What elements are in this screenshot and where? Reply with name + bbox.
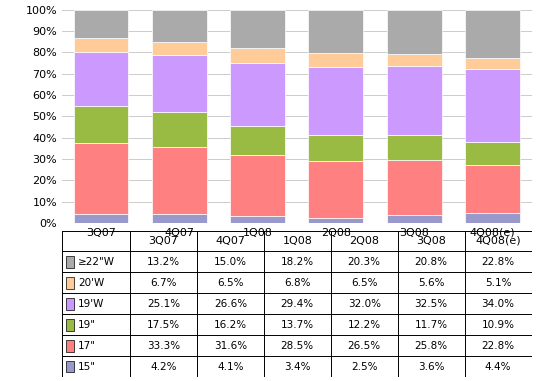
Text: 15": 15" <box>78 362 96 372</box>
Text: 4Q07: 4Q07 <box>215 236 245 246</box>
FancyBboxPatch shape <box>66 277 74 289</box>
Text: 13.7%: 13.7% <box>281 320 314 330</box>
Text: 6.5%: 6.5% <box>351 278 378 288</box>
Bar <box>74 38 129 52</box>
Text: 2.5%: 2.5% <box>351 362 378 372</box>
Text: 22.8%: 22.8% <box>482 341 515 351</box>
Bar <box>465 10 520 58</box>
Text: 32.0%: 32.0% <box>348 299 381 309</box>
Text: ≥22"W: ≥22"W <box>78 257 115 267</box>
Text: 15.0%: 15.0% <box>214 257 247 267</box>
Text: 20.3%: 20.3% <box>348 257 381 267</box>
Text: 19'W: 19'W <box>78 299 104 309</box>
Text: 4.4%: 4.4% <box>485 362 511 372</box>
Text: 4.2%: 4.2% <box>150 362 176 372</box>
Bar <box>230 48 285 63</box>
Text: 6.7%: 6.7% <box>150 278 176 288</box>
Text: 20'W: 20'W <box>78 278 104 288</box>
Bar <box>152 55 207 112</box>
Bar <box>387 66 442 135</box>
Text: 16.2%: 16.2% <box>214 320 247 330</box>
Bar <box>387 10 442 54</box>
Text: 6.5%: 6.5% <box>217 278 244 288</box>
Text: 26.6%: 26.6% <box>214 299 247 309</box>
FancyBboxPatch shape <box>66 340 74 352</box>
Text: 25.1%: 25.1% <box>147 299 180 309</box>
Text: 17": 17" <box>78 341 96 351</box>
Text: 19": 19" <box>78 320 96 330</box>
Text: 22.8%: 22.8% <box>482 257 515 267</box>
Bar <box>387 54 442 66</box>
Bar <box>74 214 129 223</box>
FancyBboxPatch shape <box>66 361 74 373</box>
Bar <box>308 67 363 135</box>
Text: 28.5%: 28.5% <box>281 341 314 351</box>
Bar <box>230 155 285 216</box>
Bar <box>308 161 363 218</box>
Bar <box>230 10 285 48</box>
Bar <box>308 53 363 67</box>
Bar <box>152 214 207 223</box>
Bar <box>152 112 207 147</box>
Text: 10.9%: 10.9% <box>482 320 514 330</box>
Text: 34.0%: 34.0% <box>482 299 514 309</box>
Text: 3Q08: 3Q08 <box>416 236 446 246</box>
Text: 11.7%: 11.7% <box>415 320 448 330</box>
Text: 5.6%: 5.6% <box>418 278 444 288</box>
Bar <box>465 142 520 165</box>
Text: 3.4%: 3.4% <box>284 362 310 372</box>
Text: 4.1%: 4.1% <box>217 362 244 372</box>
Bar <box>387 215 442 223</box>
Text: 29.4%: 29.4% <box>281 299 314 309</box>
Bar <box>465 69 520 142</box>
Bar <box>387 160 442 215</box>
Bar <box>230 63 285 126</box>
Bar <box>465 213 520 223</box>
Bar <box>308 135 363 161</box>
Bar <box>465 58 520 69</box>
Bar <box>387 135 442 160</box>
Text: 2Q08: 2Q08 <box>349 236 379 246</box>
Text: 33.3%: 33.3% <box>147 341 180 351</box>
FancyBboxPatch shape <box>66 319 74 331</box>
Text: 1Q08: 1Q08 <box>282 236 312 246</box>
Bar <box>465 165 520 213</box>
Bar <box>74 143 129 214</box>
Bar <box>74 106 129 143</box>
Bar <box>74 52 129 106</box>
Text: 31.6%: 31.6% <box>214 341 247 351</box>
Text: 25.8%: 25.8% <box>415 341 448 351</box>
Bar <box>230 126 285 155</box>
FancyBboxPatch shape <box>66 256 74 268</box>
Bar <box>230 216 285 223</box>
Text: 6.8%: 6.8% <box>284 278 310 288</box>
Bar <box>308 10 363 53</box>
Bar <box>152 147 207 214</box>
Text: 4Q08(e): 4Q08(e) <box>475 236 521 246</box>
Text: 5.1%: 5.1% <box>485 278 511 288</box>
FancyBboxPatch shape <box>66 298 74 310</box>
Text: 3.6%: 3.6% <box>418 362 444 372</box>
Bar <box>152 42 207 55</box>
Text: 20.8%: 20.8% <box>415 257 448 267</box>
Bar <box>74 10 129 38</box>
Text: 26.5%: 26.5% <box>348 341 381 351</box>
Text: 12.2%: 12.2% <box>348 320 381 330</box>
Bar <box>308 218 363 223</box>
Text: 13.2%: 13.2% <box>147 257 180 267</box>
Text: 32.5%: 32.5% <box>415 299 448 309</box>
Text: 3Q07: 3Q07 <box>148 236 179 246</box>
Bar <box>152 10 207 42</box>
Text: 17.5%: 17.5% <box>147 320 180 330</box>
Text: 18.2%: 18.2% <box>281 257 314 267</box>
